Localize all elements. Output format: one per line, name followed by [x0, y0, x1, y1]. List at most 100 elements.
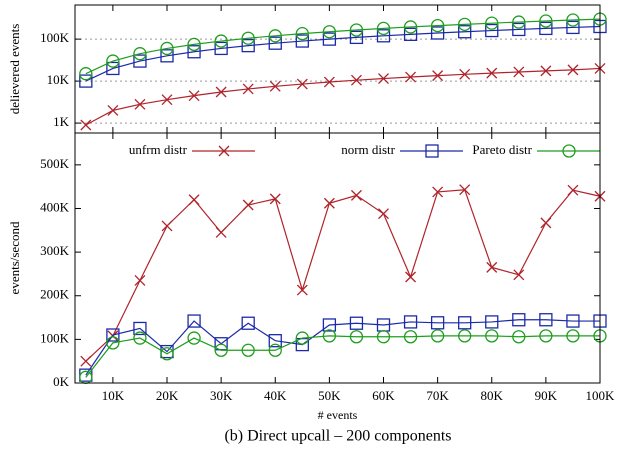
x-tick-label: 60K	[372, 388, 395, 403]
marker	[322, 32, 337, 46]
marker	[486, 261, 498, 273]
marker	[106, 336, 120, 350]
y-tick-label: 300K	[40, 243, 70, 258]
marker	[296, 78, 308, 90]
marker	[323, 76, 335, 88]
marker	[322, 25, 337, 39]
x-tick-label: 40K	[264, 388, 287, 403]
marker	[80, 119, 92, 131]
series-line	[85, 335, 600, 378]
marker	[133, 54, 147, 68]
marker	[241, 316, 255, 330]
x-tick-label: 30K	[210, 388, 233, 403]
marker	[485, 23, 499, 38]
marker	[349, 330, 364, 344]
marker	[187, 331, 201, 345]
x-tick-label: 80K	[481, 388, 504, 403]
marker	[296, 284, 308, 296]
marker	[215, 227, 227, 238]
marker	[268, 29, 282, 43]
legend-label: unfrm distr	[129, 142, 188, 157]
marker	[79, 67, 93, 81]
y-tick-label: 100K	[40, 330, 70, 345]
marker	[106, 328, 120, 342]
marker	[486, 67, 498, 79]
marker	[133, 47, 147, 61]
y-tick-label: 10K	[47, 72, 70, 87]
marker	[567, 184, 579, 196]
legend-label: norm distr	[341, 142, 395, 157]
x-tick-label: 70K	[426, 388, 449, 403]
marker	[107, 104, 119, 116]
y-tick-label: 1K	[53, 114, 70, 129]
marker	[322, 318, 337, 332]
series-line	[85, 189, 601, 362]
y-tick-label: 200K	[40, 287, 70, 302]
plot-frame	[74, 132, 601, 384]
y-axis-label: delievered events	[7, 24, 22, 115]
marker	[79, 74, 93, 88]
marker	[241, 38, 255, 53]
y-axis-label: events/second	[7, 221, 22, 294]
marker	[350, 189, 362, 201]
marker	[295, 27, 309, 41]
marker	[160, 49, 174, 63]
marker	[241, 343, 255, 357]
marker	[376, 330, 391, 344]
marker	[540, 65, 552, 77]
series-line	[85, 67, 601, 126]
marker	[242, 199, 254, 211]
marker	[459, 68, 471, 80]
marker	[430, 316, 445, 330]
marker	[403, 330, 418, 344]
marker	[349, 30, 364, 45]
marker	[161, 220, 173, 232]
marker	[485, 329, 499, 343]
marker	[539, 21, 553, 36]
marker	[567, 64, 579, 76]
marker	[458, 316, 472, 330]
x-tick-label: 10K	[102, 388, 125, 403]
marker	[187, 314, 201, 328]
marker	[566, 20, 580, 35]
y-tick-label: 500K	[40, 156, 70, 171]
marker	[160, 347, 174, 361]
marker	[512, 313, 526, 327]
series-line	[85, 319, 600, 376]
marker	[268, 343, 282, 357]
marker	[562, 144, 576, 158]
legend-label: Pareto distr	[472, 142, 532, 157]
x-axis-label: # events	[318, 408, 358, 422]
marker	[403, 315, 418, 329]
caption: (b) Direct upcall – 200 components	[224, 428, 451, 445]
marker	[80, 355, 92, 367]
marker	[295, 331, 309, 345]
marker	[106, 61, 120, 76]
marker	[218, 145, 230, 157]
marker	[134, 275, 146, 286]
marker	[161, 94, 173, 106]
marker	[214, 343, 228, 357]
marker	[349, 316, 364, 330]
marker	[513, 269, 525, 281]
marker	[376, 29, 391, 43]
x-tick-label: 90K	[535, 388, 558, 403]
marker	[539, 329, 553, 343]
marker	[459, 184, 471, 196]
marker	[187, 45, 201, 59]
marker	[322, 329, 337, 343]
marker	[539, 313, 553, 327]
y-tick-label: 400K	[40, 199, 70, 214]
y-tick-label: 0K	[53, 374, 70, 389]
marker	[241, 31, 255, 45]
marker	[378, 73, 389, 85]
marker	[485, 315, 499, 329]
marker	[160, 41, 174, 56]
marker	[268, 334, 282, 348]
marker	[432, 70, 444, 82]
x-tick-label: 100K	[586, 388, 616, 403]
marker	[566, 329, 580, 343]
x-tick-label: 50K	[318, 388, 341, 403]
marker	[566, 13, 580, 27]
marker	[512, 330, 526, 344]
